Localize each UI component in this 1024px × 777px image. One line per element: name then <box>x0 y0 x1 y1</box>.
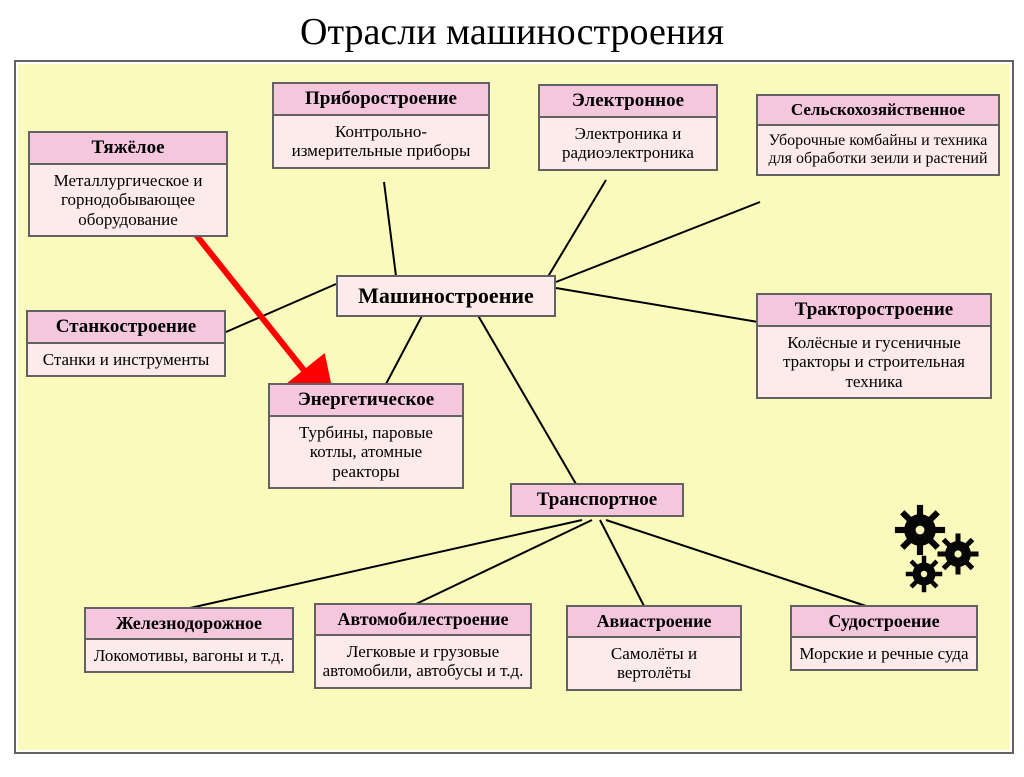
node-instrument: ПриборостроениеКонтрольно- измерительные… <box>272 82 490 169</box>
node-energy-desc: Турбины, паровые котлы, атомные реакторы <box>268 417 464 490</box>
node-tractor-desc: Колёсные и гусеничные тракторы и строите… <box>756 327 992 400</box>
node-center: Машиностроение <box>336 275 556 317</box>
node-avia-title: Авиастроение <box>566 605 742 638</box>
node-rail-desc: Локомотивы, вагоны и т.д. <box>84 640 294 674</box>
node-ship-title: Судостроение <box>790 605 978 638</box>
node-auto: АвтомобилестроениеЛегковые и грузовые ав… <box>314 603 532 689</box>
node-energy-title: Энергетическое <box>268 383 464 417</box>
node-energy: ЭнергетическоеТурбины, паровые котлы, ат… <box>268 383 464 489</box>
node-heavy: ТяжёлоеМеталлургическое и горнодобывающе… <box>28 131 228 237</box>
gear-icon <box>884 502 994 602</box>
node-electronic-title: Электронное <box>538 84 718 118</box>
node-instrument-desc: Контрольно- измерительные приборы <box>272 116 490 169</box>
node-machines-title: Станкостроение <box>26 310 226 344</box>
node-electronic: ЭлектронноеЭлектроника и радиоэлектроник… <box>538 84 718 171</box>
diagram-canvas: ТяжёлоеМеталлургическое и горнодобывающе… <box>14 60 1014 754</box>
node-agri-title: Сельскохозяйственное <box>756 94 1000 126</box>
node-ship-desc: Морские и речные суда <box>790 638 978 672</box>
node-electronic-desc: Электроника и радиоэлектроника <box>538 118 718 171</box>
page-title: Отрасли машиностроения <box>0 10 1024 54</box>
node-ship: СудостроениеМорские и речные суда <box>790 605 978 671</box>
node-agri: СельскохозяйственноеУборочные комбайны и… <box>756 94 1000 176</box>
node-heavy-desc: Металлургическое и горнодобывающее обору… <box>28 165 228 238</box>
node-tractor: ТракторостроениеКолёсные и гусеничные тр… <box>756 293 992 399</box>
node-avia-desc: Самолёты и вертолёты <box>566 638 742 691</box>
node-avia: АвиастроениеСамолёты и вертолёты <box>566 605 742 691</box>
node-machines-desc: Станки и инструменты <box>26 344 226 378</box>
node-transport: Транспортное <box>510 483 684 517</box>
node-rail: ЖелезнодорожноеЛокомотивы, вагоны и т.д. <box>84 607 294 673</box>
node-auto-desc: Легковые и грузовые автомобили, автобусы… <box>314 636 532 689</box>
node-rail-title: Железнодорожное <box>84 607 294 640</box>
node-tractor-title: Тракторостроение <box>756 293 992 327</box>
node-transport-title: Транспортное <box>510 483 684 517</box>
node-auto-title: Автомобилестроение <box>314 603 532 636</box>
node-machines: СтанкостроениеСтанки и инструменты <box>26 310 226 377</box>
node-heavy-title: Тяжёлое <box>28 131 228 165</box>
node-instrument-title: Приборостроение <box>272 82 490 116</box>
node-agri-desc: Уборочные комбайны и техника для обработ… <box>756 126 1000 177</box>
